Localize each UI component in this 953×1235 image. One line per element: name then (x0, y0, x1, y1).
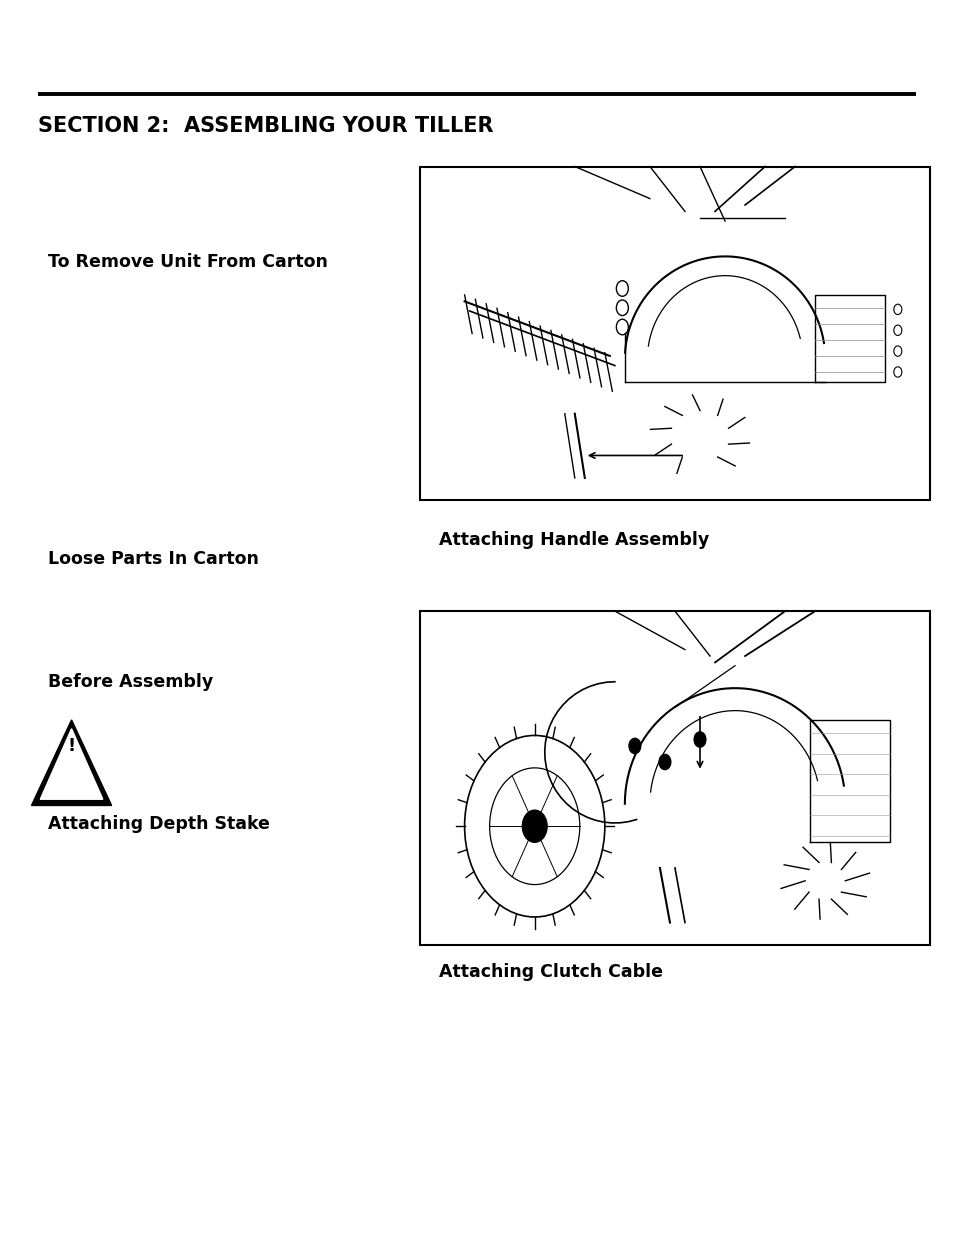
Circle shape (628, 739, 640, 753)
Bar (419, 611, 929, 945)
Text: Attaching Handle Assembly: Attaching Handle Assembly (438, 531, 708, 550)
Text: Loose Parts In Carton: Loose Parts In Carton (48, 550, 258, 568)
Text: Attaching Depth Stake: Attaching Depth Stake (48, 815, 270, 834)
Text: !: ! (68, 737, 75, 755)
Circle shape (659, 755, 670, 769)
Polygon shape (31, 720, 112, 805)
Text: Before Assembly: Before Assembly (48, 673, 213, 692)
Text: To Remove Unit From Carton: To Remove Unit From Carton (48, 253, 327, 272)
Text: Attaching Clutch Cable: Attaching Clutch Cable (438, 963, 662, 982)
Circle shape (521, 810, 547, 842)
Polygon shape (40, 729, 103, 799)
Text: SECTION 2:  ASSEMBLING YOUR TILLER: SECTION 2: ASSEMBLING YOUR TILLER (38, 116, 493, 136)
Circle shape (693, 731, 705, 747)
Bar (419, 167, 929, 500)
